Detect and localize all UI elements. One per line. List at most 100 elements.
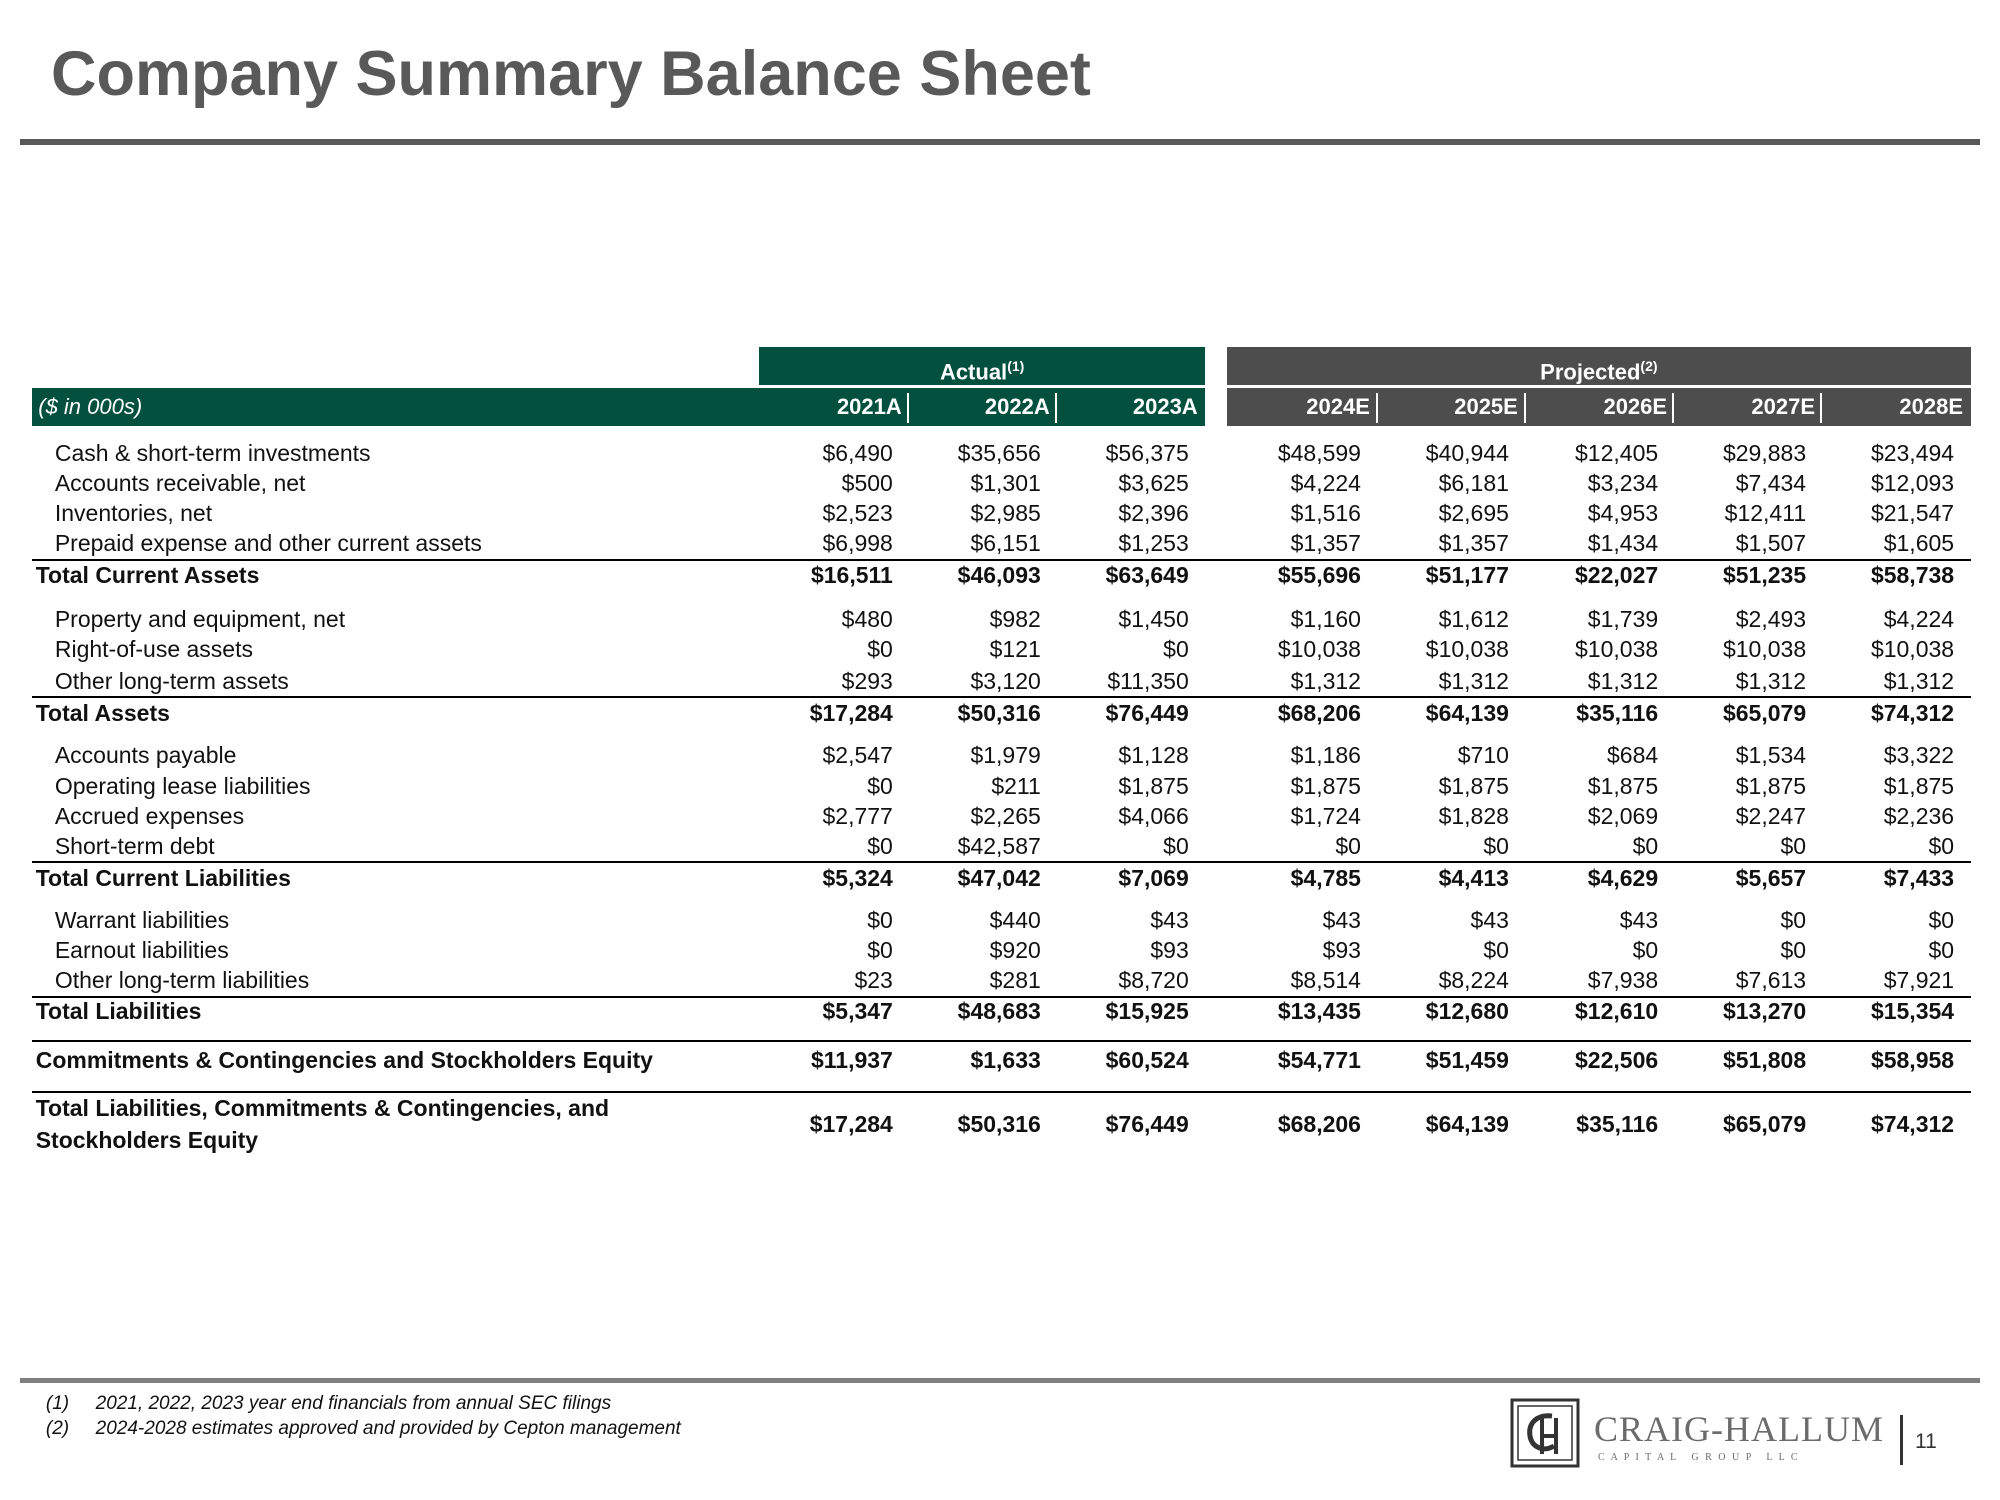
cell-value: $1,875 bbox=[1587, 772, 1659, 799]
cell-value: $1,357 bbox=[1438, 530, 1509, 557]
cell-value: $0 bbox=[1483, 832, 1509, 859]
cell-value: $35,116 bbox=[1576, 700, 1659, 726]
cell-value: $10,038 bbox=[1425, 636, 1509, 663]
group-note: (2) bbox=[1640, 357, 1658, 374]
cell-value: $51,235 bbox=[1722, 562, 1807, 589]
cell-value: $1,253 bbox=[1118, 530, 1189, 557]
cell-value: $4,785 bbox=[1290, 864, 1361, 891]
cell-value: $1,875 bbox=[1883, 772, 1955, 799]
cell-value: $47,042 bbox=[957, 864, 1041, 891]
cell-value: $5,347 bbox=[822, 998, 893, 1025]
column-header: 2027E bbox=[1751, 393, 1816, 419]
cell-value: $15,354 bbox=[1870, 998, 1955, 1025]
cell-value: $1,312 bbox=[1883, 668, 1955, 695]
row-label: Total Current Assets bbox=[35, 562, 260, 589]
row-label: Commitments & Contingencies and Stockhol… bbox=[35, 1046, 653, 1073]
cell-value: $4,224 bbox=[1290, 470, 1361, 497]
cell-value: $42,587 bbox=[957, 832, 1041, 859]
cell-value: $6,181 bbox=[1438, 470, 1509, 497]
footnote-text: 2024-2028 estimates approved and provide… bbox=[95, 1418, 681, 1440]
cell-value: $74,312 bbox=[1870, 1110, 1955, 1137]
group-note: (1) bbox=[1007, 357, 1025, 374]
cell-value: $11,937 bbox=[810, 1046, 893, 1073]
cell-value: $74,312 bbox=[1870, 700, 1955, 726]
cell-value: $8,224 bbox=[1438, 966, 1509, 993]
cell-value: $1,434 bbox=[1587, 530, 1659, 557]
cell-value: $43 bbox=[1150, 906, 1189, 933]
row-label: Other long-term assets bbox=[54, 668, 289, 695]
footnote-text: 2021, 2022, 2023 year end financials fro… bbox=[95, 1392, 612, 1414]
cell-value: $121 bbox=[989, 636, 1041, 663]
cell-value: $12,610 bbox=[1575, 998, 1659, 1025]
cell-value: $710 bbox=[1457, 742, 1509, 769]
cell-value: $64,139 bbox=[1425, 1110, 1509, 1137]
cell-value: $293 bbox=[841, 668, 893, 695]
cell-value: $2,547 bbox=[822, 742, 893, 769]
row-label: Cash & short-term investments bbox=[54, 439, 371, 466]
cell-value: $0 bbox=[867, 832, 893, 859]
cell-value: $17,284 bbox=[809, 1110, 893, 1137]
cell-value: $76,449 bbox=[1105, 700, 1189, 726]
cell-value: $7,938 bbox=[1587, 966, 1659, 993]
cell-value: $1,875 bbox=[1735, 772, 1807, 799]
cell-value: $1,979 bbox=[970, 742, 1041, 769]
cell-value: $35,116 bbox=[1576, 1110, 1659, 1137]
cell-value: $1,516 bbox=[1290, 499, 1361, 526]
cell-value: $2,695 bbox=[1438, 499, 1509, 526]
group-label: Projected bbox=[1540, 359, 1641, 385]
row-separator bbox=[31, 558, 1971, 561]
cell-value: $54,771 bbox=[1277, 1046, 1361, 1073]
row-label: Total Assets bbox=[35, 700, 170, 726]
cell-value: $0 bbox=[1335, 832, 1361, 859]
row-separator bbox=[31, 1090, 1971, 1093]
cell-value: $0 bbox=[1780, 937, 1807, 964]
cell-value: $6,151 bbox=[970, 530, 1041, 557]
cell-value: $51,177 bbox=[1425, 562, 1509, 589]
column-header: 2028E bbox=[1899, 393, 1963, 419]
footnote-marker: (2) bbox=[45, 1418, 70, 1440]
cell-value: $3,322 bbox=[1883, 742, 1955, 769]
cell-value: $1,186 bbox=[1290, 742, 1361, 769]
cell-value: $12,093 bbox=[1870, 470, 1955, 497]
cell-value: $6,998 bbox=[822, 530, 893, 557]
cell-value: $1,507 bbox=[1735, 530, 1807, 557]
cell-value: $56,375 bbox=[1105, 439, 1189, 466]
cell-value: $2,069 bbox=[1587, 803, 1659, 830]
cell-value: $1,160 bbox=[1290, 605, 1361, 632]
cell-value: $35,656 bbox=[957, 439, 1041, 466]
cell-value: $23 bbox=[854, 966, 893, 993]
cell-value: $63,649 bbox=[1105, 562, 1189, 589]
footer-rule bbox=[20, 1378, 1980, 1383]
header-separator bbox=[906, 392, 909, 424]
cell-value: $7,613 bbox=[1735, 966, 1807, 993]
page-number: 11 bbox=[1915, 1430, 1937, 1453]
cell-value: $58,958 bbox=[1870, 1046, 1955, 1073]
cell-value: $2,985 bbox=[970, 499, 1041, 526]
row-label: Total Current Liabilities bbox=[35, 864, 291, 891]
row-label: Accounts payable bbox=[54, 742, 237, 769]
cell-value: $65,079 bbox=[1722, 1110, 1807, 1137]
cell-value: $2,247 bbox=[1735, 803, 1807, 830]
cell-value: $4,066 bbox=[1118, 803, 1189, 830]
cell-value: $1,875 bbox=[1438, 772, 1509, 799]
column-header: 2025E bbox=[1454, 393, 1518, 419]
cell-value: $4,413 bbox=[1438, 864, 1509, 891]
cell-value: $0 bbox=[1632, 832, 1659, 859]
cell-value: $64,139 bbox=[1425, 700, 1509, 726]
row-separator bbox=[31, 1039, 1971, 1042]
header-separator bbox=[1054, 392, 1057, 424]
row-label: Warrant liabilities bbox=[54, 906, 230, 933]
unit-label: ($ in 000s) bbox=[38, 393, 143, 419]
row-label: Accounts receivable, net bbox=[54, 470, 306, 497]
cell-value: $1,128 bbox=[1118, 742, 1189, 769]
row-label: Accrued expenses bbox=[54, 803, 245, 830]
cell-value: $10,038 bbox=[1722, 636, 1807, 663]
page-title: Company Summary Balance Sheet bbox=[51, 39, 1091, 109]
cell-value: $1,875 bbox=[1290, 772, 1361, 799]
row-label: Other long-term liabilities bbox=[54, 966, 310, 993]
cell-value: $0 bbox=[867, 906, 893, 933]
cell-value: $10,038 bbox=[1575, 636, 1659, 663]
cell-value: $2,777 bbox=[822, 803, 893, 830]
row-separator bbox=[31, 860, 1971, 863]
cell-value: $43 bbox=[1470, 906, 1509, 933]
